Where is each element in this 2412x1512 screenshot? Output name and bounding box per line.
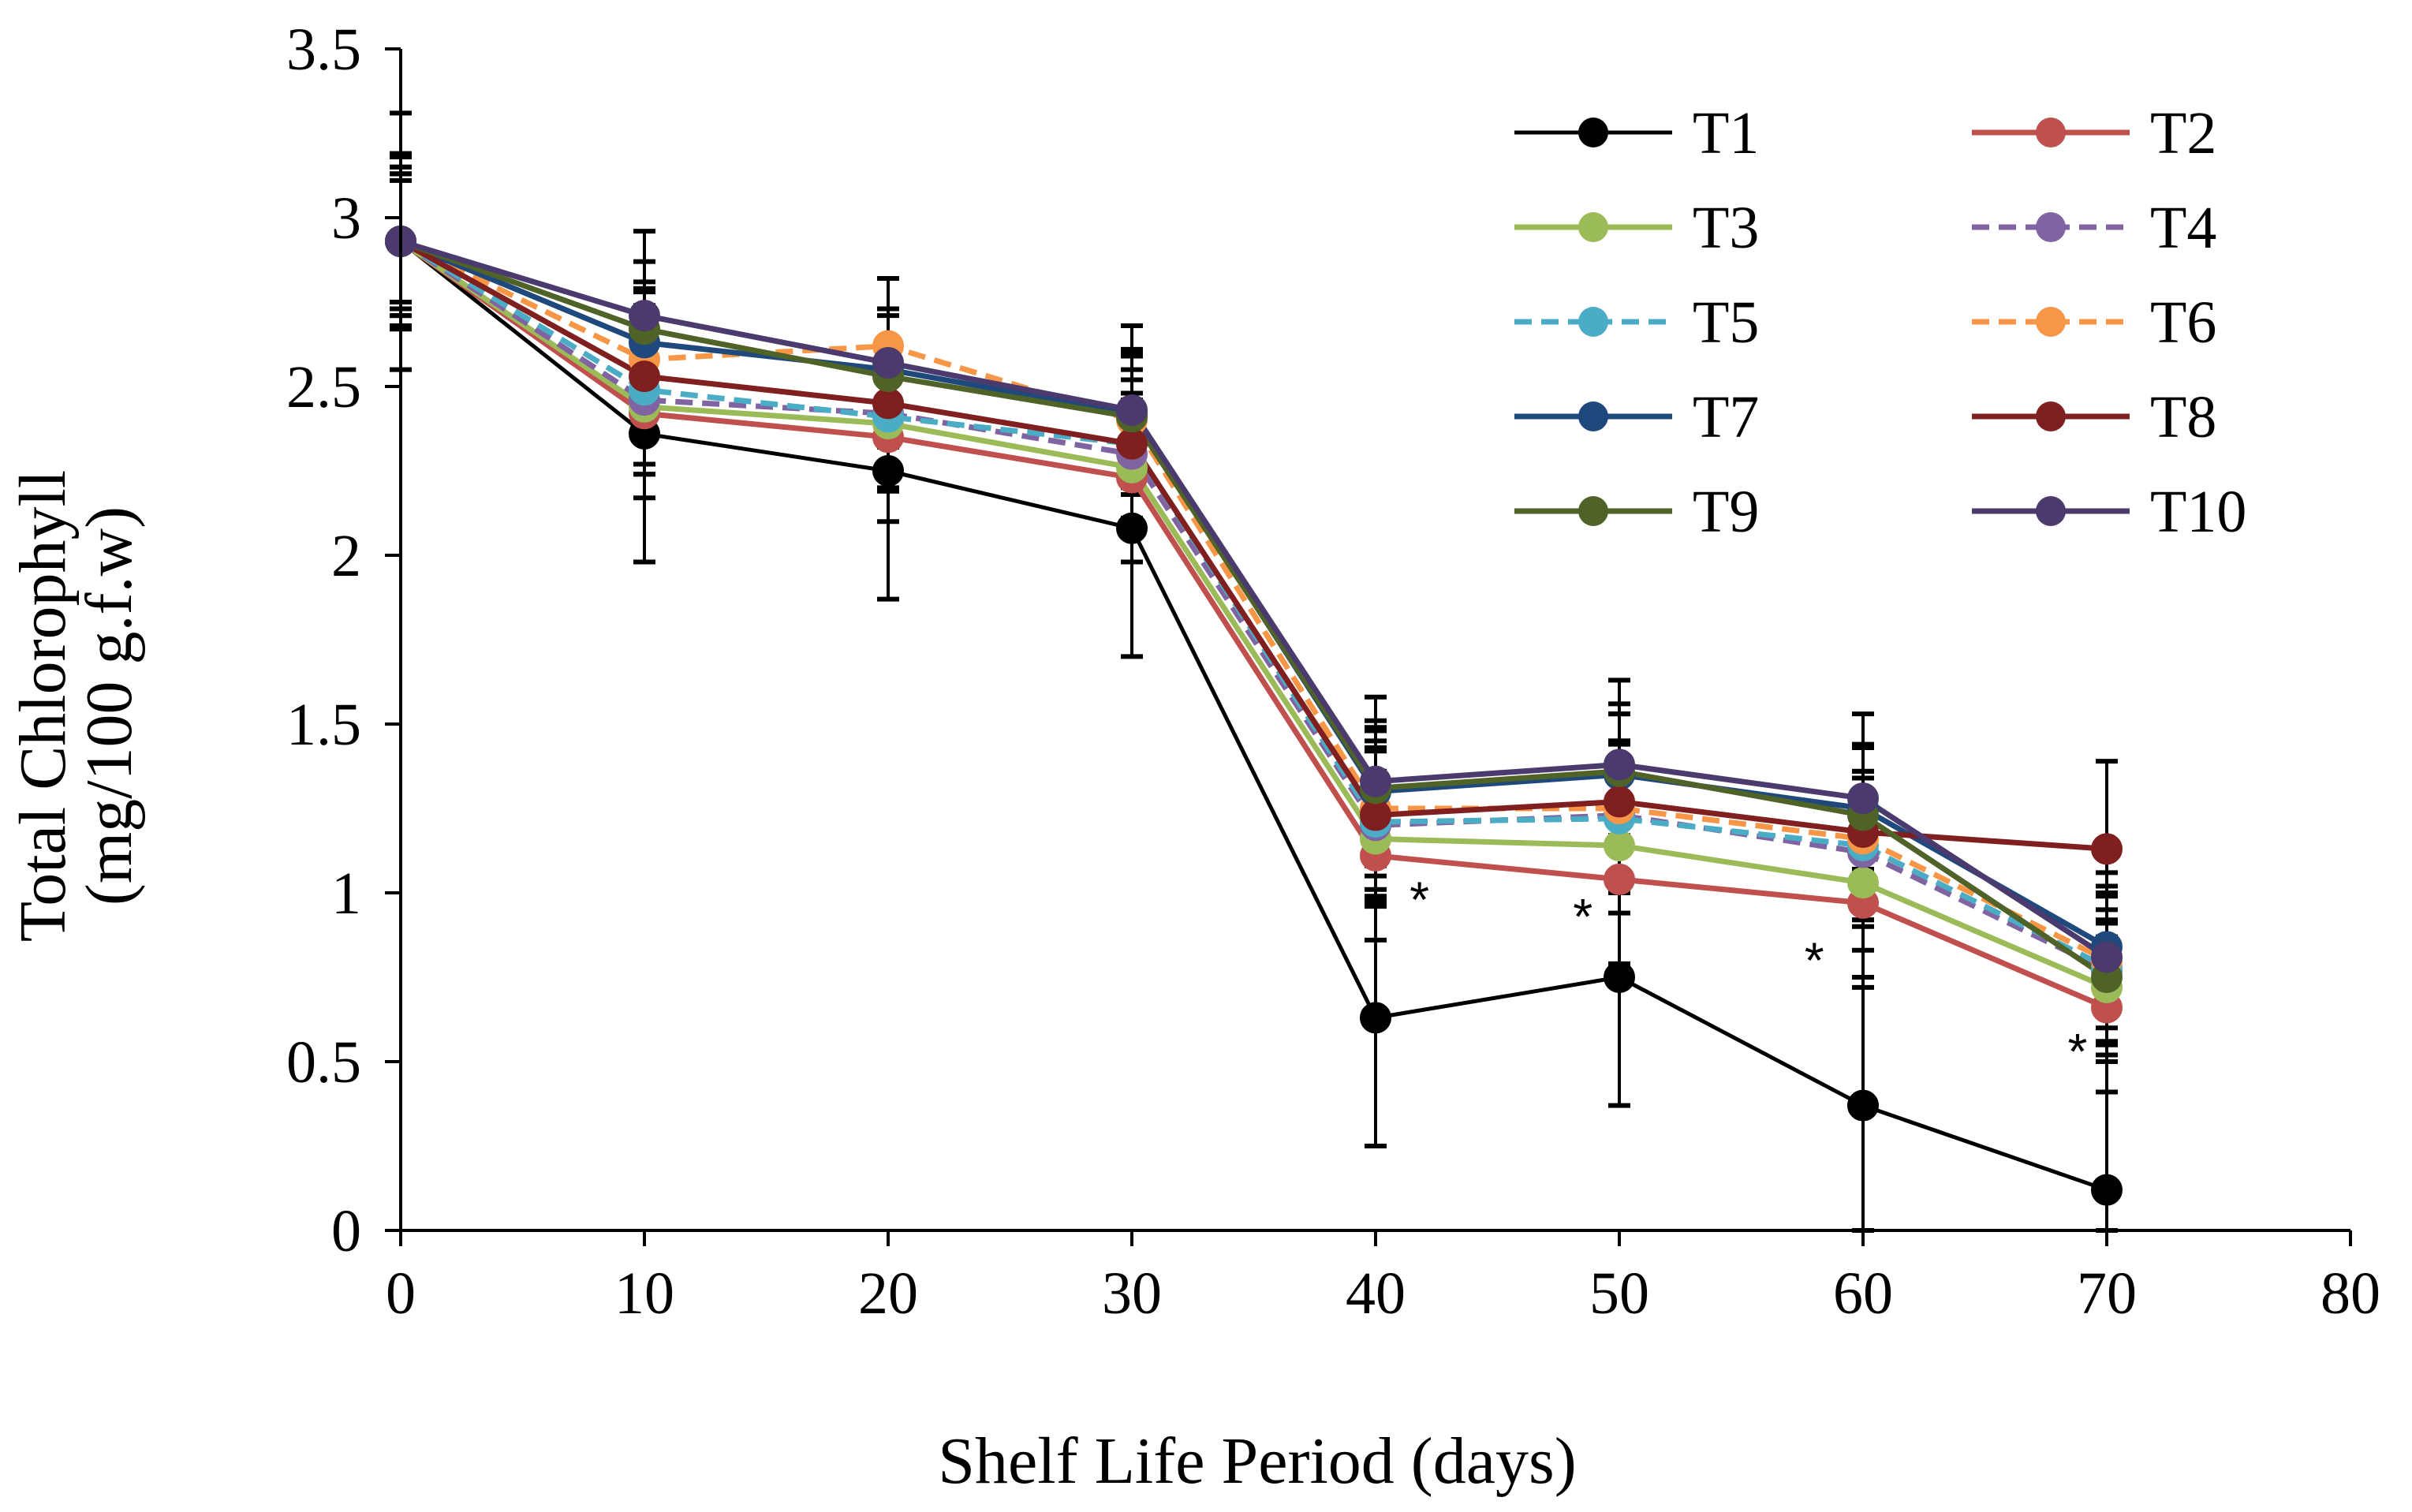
series-line-t3 <box>399 239 2108 991</box>
legend-item-t9: T9 <box>1514 479 1759 545</box>
x-tick-label: 20 <box>858 1260 918 1327</box>
legend-label: T3 <box>1693 195 1759 261</box>
y-tick-label: 2 <box>331 523 361 589</box>
x-tick-label: 0 <box>386 1260 416 1327</box>
legend-item-t2: T2 <box>1972 100 2216 166</box>
data-point-t10 <box>1604 749 1635 781</box>
legend-swatch-marker <box>2036 118 2066 147</box>
x-tick-label: 10 <box>614 1260 674 1327</box>
legend-swatch-marker <box>2036 401 2066 431</box>
data-point-t10 <box>872 347 904 379</box>
series-line-t9 <box>399 238 2108 980</box>
series-line-t8 <box>399 238 2108 852</box>
legend-item-t4: T4 <box>1972 195 2216 261</box>
legend-item-t3: T3 <box>1514 195 1759 261</box>
legend-label: T10 <box>2150 479 2246 545</box>
legend: T1 T2 T3 T4 T5 T6 T7 T8 T9 T10 <box>1514 100 2246 545</box>
data-point-t1 <box>2091 1174 2123 1206</box>
series-line-t2 <box>398 239 2108 1010</box>
legend-swatch-marker <box>2036 496 2066 526</box>
data-point-t8 <box>872 387 904 420</box>
series-line-t6 <box>399 238 2108 963</box>
data-point-t1 <box>1604 961 1635 993</box>
legend-swatch-marker <box>1578 401 1608 431</box>
significance-marker: * <box>1805 932 1824 989</box>
data-point-t10 <box>1360 765 1391 797</box>
legend-item-t1: T1 <box>1514 100 1759 166</box>
legend-label: T4 <box>2150 195 2216 261</box>
legend-label: T8 <box>2150 384 2216 450</box>
legend-swatch-marker <box>1578 496 1608 526</box>
x-tick-label: 40 <box>1346 1260 1406 1327</box>
data-point-t1 <box>1360 1002 1391 1034</box>
series-lines <box>398 238 2108 1193</box>
data-point-t8 <box>1604 786 1635 818</box>
legend-swatch-marker <box>2036 212 2066 242</box>
legend-label: T9 <box>1693 479 1759 545</box>
x-tick-label: 70 <box>2077 1260 2137 1327</box>
x-tick-label: 60 <box>1833 1260 1893 1327</box>
y-tick-label: 0.5 <box>286 1029 361 1096</box>
legend-label: T2 <box>2150 100 2216 166</box>
legend-swatch-marker <box>1578 307 1608 337</box>
y-tick-label: 0 <box>331 1198 361 1264</box>
significance-marker: * <box>1409 872 1429 928</box>
axes: 0 10 20 30 40 50 60 70 80 0 0.5 1 1.5 2 2.5 3 3.5 <box>286 17 2380 1327</box>
y-tick-label: 1 <box>331 861 361 927</box>
significance-marker: * <box>2067 1023 2087 1080</box>
x-axis-title: Shelf Life Period (days) <box>938 1424 1576 1498</box>
legend-item-t10: T10 <box>1972 479 2246 545</box>
y-tick-label: 3.5 <box>286 17 361 83</box>
y-tick-label: 2.5 <box>286 354 361 420</box>
x-tick-label: 50 <box>1589 1260 1649 1327</box>
x-tick-label: 30 <box>1102 1260 1162 1327</box>
y-tick-label: 3 <box>331 185 361 252</box>
legend-item-t7: T7 <box>1514 384 1759 450</box>
annotations: * * * * <box>1409 872 2087 1081</box>
data-point-t10 <box>629 300 660 332</box>
data-point-t8 <box>2091 833 2123 865</box>
series-line-t4 <box>399 239 2108 973</box>
data-point-t8 <box>1360 799 1391 831</box>
data-point-t1 <box>1847 1089 1879 1122</box>
legend-label: T6 <box>2150 289 2216 356</box>
legend-swatch-marker <box>1578 118 1608 147</box>
data-point-t1 <box>872 455 904 487</box>
data-point-t10 <box>2091 941 2123 973</box>
data-point-t10 <box>1847 782 1879 815</box>
data-point-t1 <box>1116 512 1148 544</box>
data-point-t2 <box>1604 863 1635 895</box>
series-markers <box>385 225 2123 1206</box>
series-line-t1 <box>399 239 2108 1193</box>
legend-item-t8: T8 <box>1972 384 2216 450</box>
data-point-t8 <box>629 360 660 393</box>
legend-swatch-marker <box>2036 307 2066 337</box>
series-line-t10 <box>399 238 2108 960</box>
y-tick-label: 1.5 <box>286 692 361 758</box>
data-point-t3 <box>1604 830 1635 862</box>
y-axis-title-units: (mg/100 g.f.w) <box>73 506 146 905</box>
legend-item-t6: T6 <box>1972 289 2216 356</box>
legend-item-t5: T5 <box>1514 289 1759 356</box>
data-point-t10 <box>1116 394 1148 426</box>
y-axis-title: Total Chlorophyll <box>6 470 80 942</box>
legend-label: T5 <box>1693 289 1759 356</box>
significance-marker: * <box>1573 888 1592 945</box>
legend-label: T7 <box>1693 384 1759 450</box>
data-point-t8 <box>1116 427 1148 460</box>
legend-label: T1 <box>1693 100 1759 166</box>
data-point-t3 <box>1847 867 1879 899</box>
x-tick-label: 80 <box>2321 1260 2380 1327</box>
legend-swatch-marker <box>1578 212 1608 242</box>
